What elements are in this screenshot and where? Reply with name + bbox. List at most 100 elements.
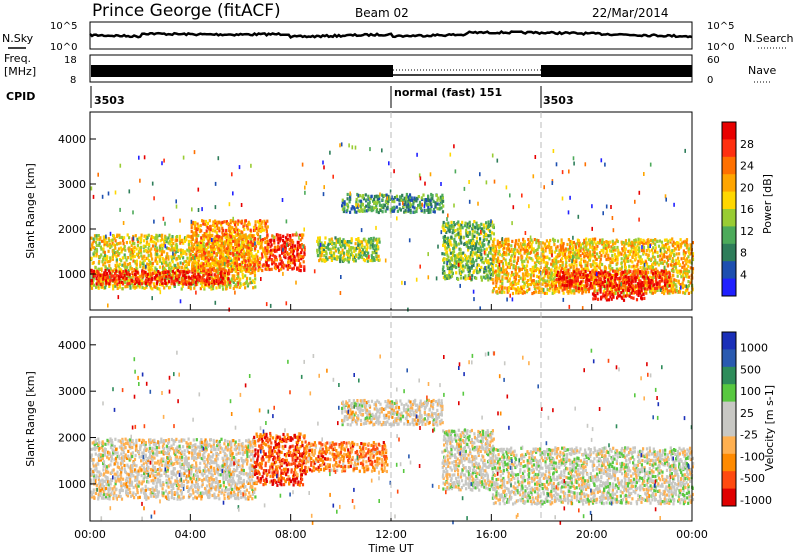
power-cell-1216 bbox=[106, 276, 109, 280]
power-cell-1587 bbox=[211, 268, 214, 272]
power-cell-3618 bbox=[559, 281, 562, 285]
power-cell-4281 bbox=[646, 265, 649, 269]
power-cell-2958 bbox=[475, 270, 479, 274]
power-cell-3520 bbox=[545, 239, 548, 243]
power-cell-1143 bbox=[249, 277, 252, 281]
power-cell-2681 bbox=[443, 270, 446, 274]
power-cell-2047 bbox=[277, 241, 280, 245]
power-cell-1551 bbox=[205, 235, 208, 239]
power-cell-2606 bbox=[413, 198, 416, 202]
power-cell-1237 bbox=[118, 280, 121, 284]
power-cell-643 bbox=[178, 234, 181, 238]
power-cell-1844 bbox=[245, 236, 248, 241]
power-cell-426 bbox=[149, 249, 152, 253]
power-cell-4077 bbox=[616, 245, 619, 250]
power-cell-1611 bbox=[213, 251, 216, 255]
power-cell-2169 bbox=[303, 268, 306, 272]
power-cell-3999 bbox=[607, 283, 610, 287]
power-cell-2610 bbox=[417, 203, 420, 208]
power-cell-2667 bbox=[438, 202, 441, 206]
power-cell-740 bbox=[191, 234, 194, 238]
power-cell-4724 bbox=[596, 274, 599, 278]
power-cell-3589 bbox=[555, 270, 558, 274]
power-cell-589 bbox=[172, 255, 175, 259]
power-cell-3566 bbox=[552, 281, 555, 285]
power-cell-1652 bbox=[217, 226, 220, 230]
power-cell-4624 bbox=[554, 287, 557, 291]
power-cell-670 bbox=[183, 260, 186, 264]
power-cell-2995 bbox=[479, 258, 483, 262]
power-cell-587 bbox=[171, 260, 174, 264]
power-cell-3129 bbox=[494, 247, 497, 251]
power-cell-1713 bbox=[228, 242, 231, 246]
power-cell-2560 bbox=[398, 202, 401, 206]
power-cell-1312 bbox=[158, 278, 161, 282]
power-cell-1879 bbox=[250, 240, 253, 244]
power-cell-1327 bbox=[164, 271, 167, 275]
power-cell-2499 bbox=[373, 194, 376, 199]
power-cell-36 bbox=[94, 266, 97, 270]
power-cell-4795 bbox=[622, 283, 625, 287]
power-cell-3813 bbox=[583, 271, 586, 275]
power-cell-1989 bbox=[267, 264, 270, 268]
power-cell-2159 bbox=[300, 264, 303, 268]
power-cell-215 bbox=[120, 248, 124, 252]
power-cell-4200 bbox=[634, 246, 637, 250]
power-cell-1632 bbox=[216, 223, 219, 228]
power-cell-1782 bbox=[236, 232, 239, 236]
power-cell-1722 bbox=[229, 267, 232, 271]
power-cell-3811 bbox=[581, 279, 584, 283]
power-cell-4528 bbox=[679, 269, 682, 273]
power-cell-4548 bbox=[682, 256, 686, 260]
power-cell-1497 bbox=[195, 230, 198, 234]
power-cell-3379 bbox=[529, 245, 532, 249]
power-cell-358 bbox=[140, 238, 143, 243]
power-cell-3123 bbox=[495, 260, 498, 264]
power-cell-154 bbox=[111, 238, 114, 242]
power-cell-1366 bbox=[186, 280, 189, 284]
power-cell-2434 bbox=[346, 192, 349, 197]
power-cell-4723 bbox=[595, 278, 598, 282]
power-cell-1729 bbox=[229, 238, 232, 242]
power-cell-2779 bbox=[453, 256, 456, 260]
power-cell-4361 bbox=[657, 263, 660, 267]
power-cell-2235 bbox=[329, 247, 332, 251]
power-cell-1953 bbox=[260, 228, 264, 233]
power-cell-4731 bbox=[598, 272, 601, 276]
power-cell-4544 bbox=[682, 273, 685, 277]
power-cell-4229 bbox=[639, 261, 642, 266]
power-cell-2376 bbox=[369, 258, 372, 263]
power-cell-4269 bbox=[642, 246, 646, 250]
power-cell-2661 bbox=[436, 202, 439, 206]
power-cell-2845 bbox=[459, 238, 462, 242]
power-cell-4890 bbox=[657, 275, 660, 280]
power-cell-1996 bbox=[266, 239, 269, 243]
power-cell-3259 bbox=[513, 259, 516, 263]
power-cell-4958 bbox=[617, 293, 620, 297]
power-cell-2523 bbox=[381, 198, 384, 202]
power-cell-2041 bbox=[277, 265, 280, 269]
power-cell-1459 bbox=[190, 246, 193, 250]
power-cell-2508 bbox=[375, 194, 378, 198]
power-cell-4362 bbox=[656, 261, 659, 265]
power-cell-2886 bbox=[466, 261, 469, 265]
power-cell-3289 bbox=[518, 274, 521, 279]
power-cell-3759 bbox=[575, 258, 578, 262]
power-cell-4778 bbox=[614, 269, 617, 274]
power-cell-484 bbox=[158, 265, 162, 269]
cpid-segment-1: 3503 bbox=[94, 94, 125, 107]
power-cell-3240 bbox=[510, 270, 514, 275]
power-cell-1827 bbox=[242, 234, 245, 238]
power-cell-3590 bbox=[555, 267, 558, 271]
power-cell-824 bbox=[203, 247, 207, 251]
power-cell-2144 bbox=[296, 244, 299, 248]
power-cell-2669 bbox=[439, 198, 442, 202]
power-cell-3877 bbox=[589, 241, 592, 245]
power-cell-640 bbox=[179, 241, 182, 245]
power-cell-4919 bbox=[668, 284, 671, 288]
power-cell-1378 bbox=[191, 280, 194, 284]
power-cell-1765 bbox=[234, 230, 237, 234]
power-cell-521 bbox=[162, 260, 165, 264]
power-cell-2304 bbox=[347, 250, 350, 254]
power-cell-60 bbox=[97, 234, 100, 238]
